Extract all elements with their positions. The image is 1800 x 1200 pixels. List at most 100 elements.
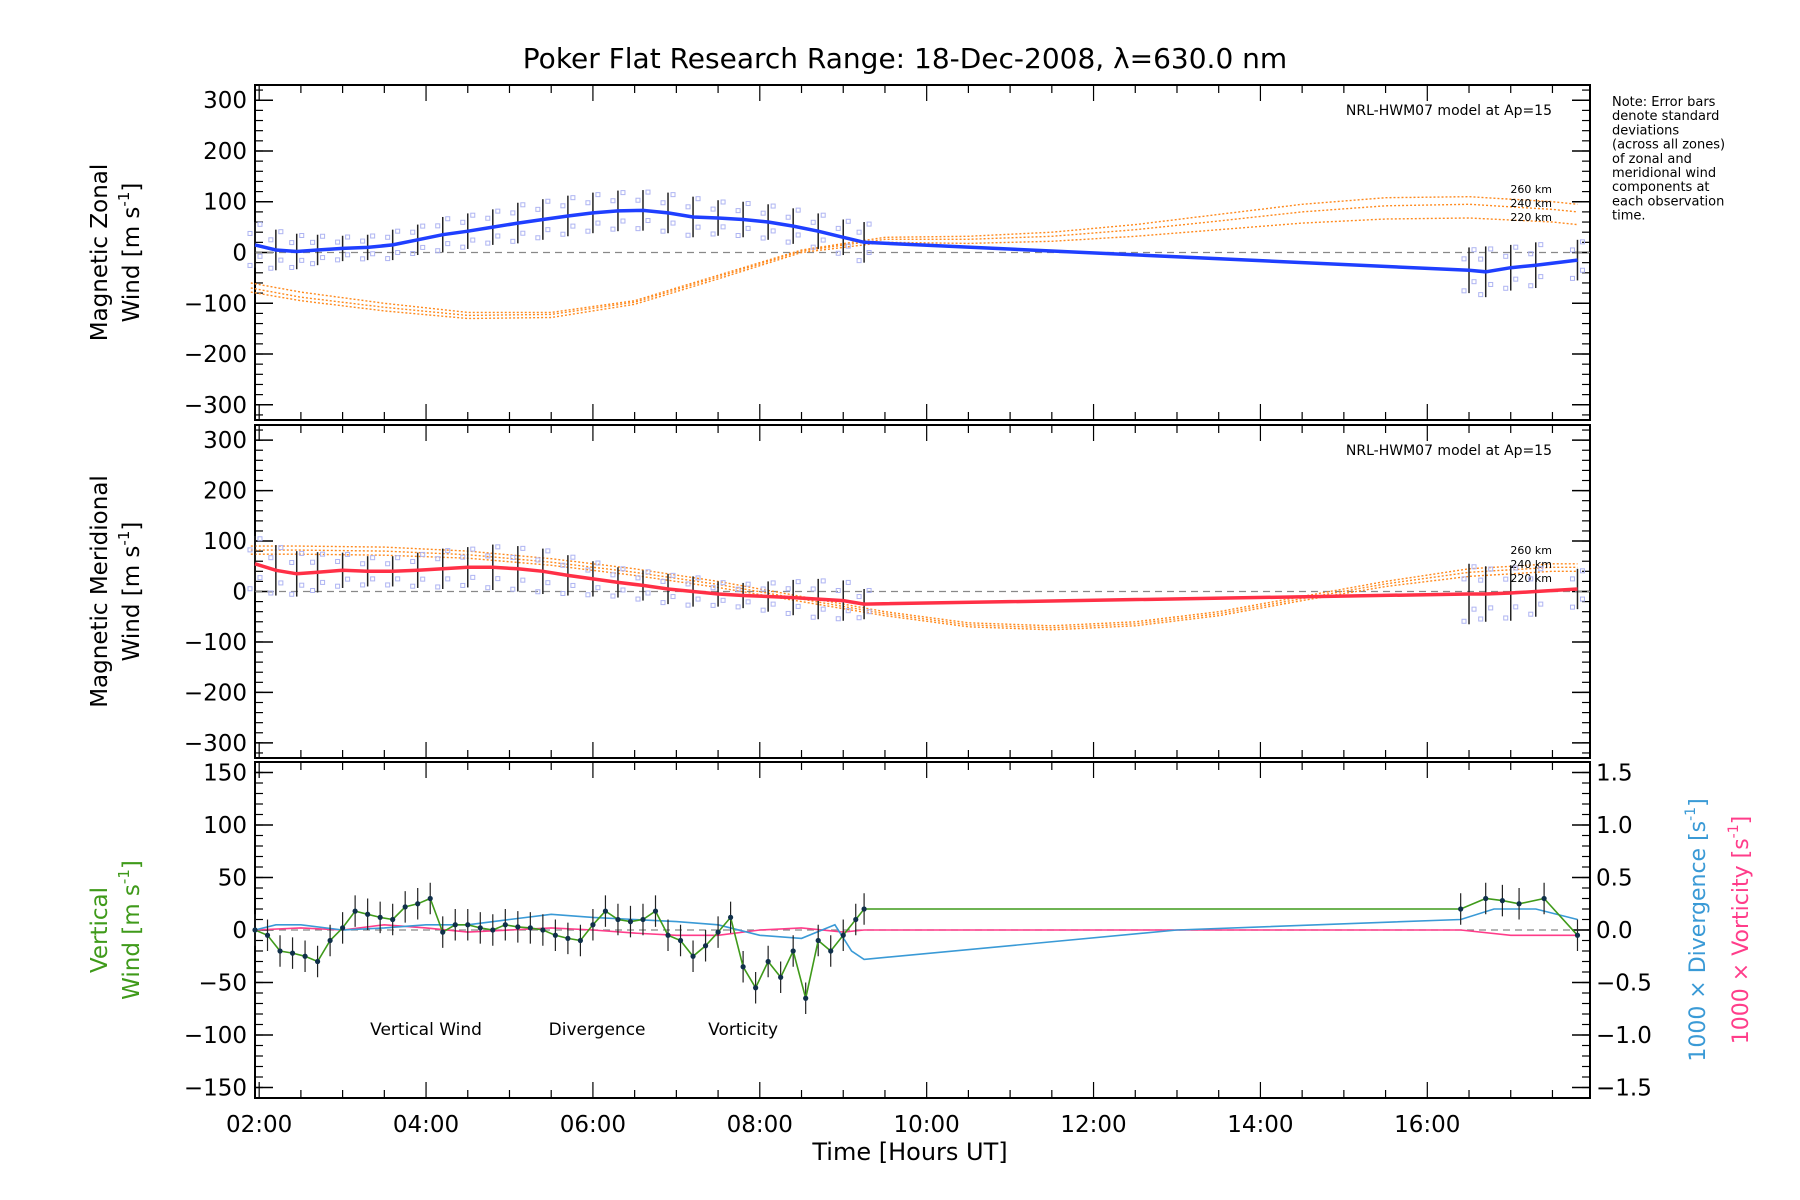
wind-series-line [254,208,1578,274]
y-axis-label-sup: -1 [115,192,133,207]
zone-marker [278,580,284,586]
zone-marker [1488,281,1494,287]
model-curve [250,553,1578,631]
y-tick-label: −100 [184,630,247,656]
vertical-wind-point [327,937,333,944]
zone-marker [645,189,651,195]
zone-marker [335,558,341,564]
y-axis-label-line2: Wind [m s [119,207,145,323]
zone-marker [745,581,751,587]
zone-marker [410,229,416,235]
vertical-wind-point [1574,932,1581,938]
zone-marker [535,557,541,563]
vertical-wind-point [390,916,396,923]
vertical-wind-point [840,932,846,938]
zone-marker [1528,611,1534,617]
zone-marker [670,192,676,198]
model-curve [250,549,1578,629]
zone-marker [335,583,341,589]
zone-marker [278,545,284,551]
zone-marker [795,579,801,585]
zone-marker [510,586,516,592]
zone-marker [289,591,295,597]
vertical-wind-point [252,927,258,933]
zone-marker [620,218,626,224]
zone-marker [545,580,551,586]
meridional-wind-panel: 300 200 100 0 −100 −200 −300 Magnetic Meridiona… [87,424,1591,759]
zone-marker [395,555,401,561]
zone-marker [845,608,851,614]
y-tick-label: −200 [184,342,247,368]
zone-marker [435,556,441,562]
y2-tick-label: −1.0 [1596,1023,1652,1049]
divergence-line [254,908,1578,961]
zone-marker [785,214,791,220]
zone-marker [1538,601,1544,607]
zone-marker [310,239,316,245]
zone-marker [1461,256,1467,262]
vertical-wind-point [765,958,771,965]
vertical-wind-point [815,937,821,944]
x-tick-label: 12:00 [1060,1112,1126,1138]
zone-marker [1579,568,1585,574]
zone-marker [685,602,691,608]
zone-marker [335,257,341,263]
vertical-wind-point [715,929,721,935]
y-tick-label: 300 [203,88,247,114]
zone-marker [320,233,326,239]
zone-marker [470,546,476,552]
zone-marker [595,220,601,226]
zone-marker [360,256,366,262]
model-curve-label: 240 km [1510,558,1552,571]
y-axis-label-end: ] [119,860,145,869]
zone-marker [810,244,816,250]
zone-marker [520,202,526,208]
vertical-wind-point [690,953,696,959]
zone-marker [720,224,726,230]
y-tick-label: 200 [203,479,247,505]
zone-marker [460,554,466,560]
zone-marker [670,594,676,600]
zone-marker [278,229,284,235]
zone-marker [610,226,616,232]
vertical-wind-point [627,919,634,925]
zone-marker [385,561,391,567]
zone-marker [866,609,872,615]
legend-entry: Vorticity [708,1020,778,1040]
vertical-wind-point [602,908,609,914]
zone-marker [866,587,872,593]
note-line: each observation [1612,194,1724,209]
vertical-wind-point [640,916,646,923]
y-axis-label: Vertical Wind [m s-1] [87,860,145,1000]
zone-marker [1461,288,1467,294]
zone-marker [810,586,816,592]
model-curve-label: 240 km [1510,197,1552,210]
note-line: (across all zones) [1612,138,1725,153]
zone-marker [620,190,626,196]
zone-marker [585,567,591,573]
note-line: denote standard [1612,109,1719,124]
note-line: of zonal and [1612,152,1692,167]
x-tick-label: 08:00 [727,1112,793,1138]
zone-marker [445,548,451,554]
vertical-wind-point [452,922,458,928]
zone-marker [1461,576,1467,582]
zone-marker [247,547,253,553]
vertical-wind-point [803,995,809,1001]
vertical-wind-point [727,914,734,921]
zone-marker [1569,247,1575,253]
vertical-wind-point [590,922,596,928]
zone-marker [635,226,641,232]
zone-marker [856,258,862,264]
vertical-wind-point [778,974,784,980]
y-axis-label: Magnetic Zonal Wind [m s-1] [87,164,145,342]
zone-marker [685,581,691,587]
zone-marker [495,576,501,582]
zone-marker [395,250,401,255]
wind-series-line [254,562,1578,606]
zone-marker [345,551,351,557]
vertical-wind-point [552,932,558,938]
zone-marker [370,233,376,239]
zone-marker [360,582,366,588]
vertical-wind-point [540,927,546,933]
